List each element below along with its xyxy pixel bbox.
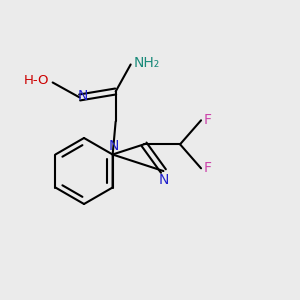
Text: N: N (109, 139, 119, 153)
Text: N: N (77, 89, 88, 103)
Text: F: F (204, 113, 212, 127)
Text: F: F (204, 161, 212, 175)
Text: N: N (158, 172, 169, 187)
Text: NH₂: NH₂ (134, 56, 160, 70)
Text: H-O: H-O (24, 74, 50, 88)
